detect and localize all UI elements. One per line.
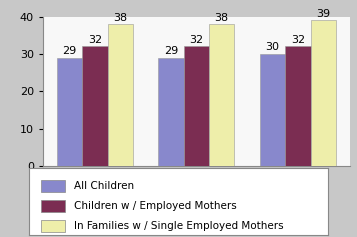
Text: 32: 32 bbox=[88, 35, 102, 45]
Text: All Children: All Children bbox=[74, 181, 134, 191]
Text: 32: 32 bbox=[189, 35, 203, 45]
Bar bbox=[209, 24, 235, 166]
Bar bbox=[260, 54, 285, 166]
Bar bbox=[158, 58, 183, 166]
FancyBboxPatch shape bbox=[41, 180, 65, 192]
Bar bbox=[82, 46, 107, 166]
Text: 29: 29 bbox=[62, 46, 77, 56]
Bar bbox=[285, 46, 311, 166]
Bar bbox=[311, 20, 336, 166]
Text: 38: 38 bbox=[113, 13, 127, 23]
Text: 29: 29 bbox=[164, 46, 178, 56]
Text: 32: 32 bbox=[291, 35, 305, 45]
FancyBboxPatch shape bbox=[41, 200, 65, 212]
Text: 38: 38 bbox=[215, 13, 229, 23]
FancyBboxPatch shape bbox=[41, 220, 65, 232]
Bar bbox=[107, 24, 133, 166]
Text: 30: 30 bbox=[266, 42, 280, 52]
Bar bbox=[183, 46, 209, 166]
Bar bbox=[57, 58, 82, 166]
Text: In Families w / Single Employed Mothers: In Families w / Single Employed Mothers bbox=[74, 221, 283, 231]
Text: 39: 39 bbox=[316, 9, 330, 19]
Text: Children w / Employed Mothers: Children w / Employed Mothers bbox=[74, 201, 236, 211]
